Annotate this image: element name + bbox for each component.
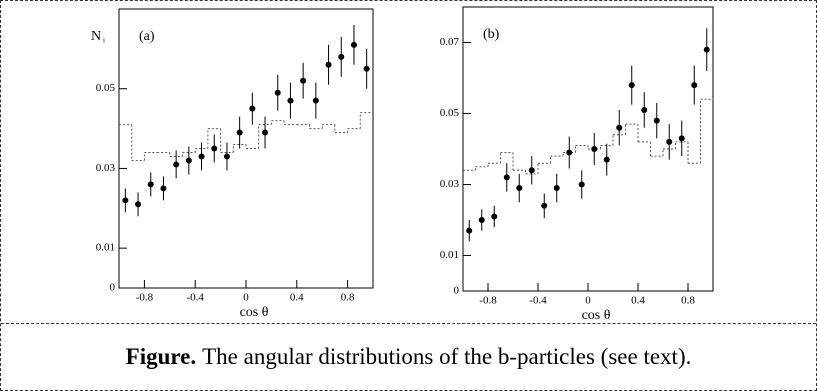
x-tick-label: 0.4 — [290, 292, 304, 304]
data-point — [528, 167, 535, 174]
x-tick-label: -0.8 — [479, 295, 497, 307]
data-point — [653, 117, 660, 124]
data-point — [591, 146, 598, 152]
y-tick-label: 0.01 — [440, 249, 459, 261]
charts: 0 0.01 0.03 0.05 -0.8 -0.4 0 0.4 0.8 cos θ (a) N i 0 0… — [91, 6, 714, 323]
data-point — [703, 46, 710, 53]
data-point — [491, 213, 498, 220]
y-tick-label: 0 — [110, 282, 116, 294]
x-axis-title: cos θ — [582, 308, 611, 323]
data-point — [274, 89, 281, 96]
data-point — [160, 185, 167, 192]
data-point — [466, 227, 473, 234]
data-point — [211, 145, 218, 152]
x-tick-label: 0.4 — [631, 295, 645, 307]
y-tick-label: 0 — [454, 285, 460, 297]
y-tick-label: 0.07 — [440, 36, 460, 48]
x-tick-label: 0.8 — [681, 295, 695, 307]
y-tick-label: 0.03 — [440, 178, 460, 190]
data-point — [325, 61, 332, 68]
x-tick-label: -0.4 — [529, 295, 547, 307]
caption-label: Figure. — [125, 344, 197, 369]
panel-label: (a) — [139, 29, 155, 44]
data-point — [628, 82, 635, 89]
y-tick-label: 0.05 — [96, 82, 116, 94]
data-point — [338, 53, 345, 60]
y-tick-label: 0.05 — [440, 107, 460, 119]
caption-text: The angular distributions of the b-parti… — [202, 344, 692, 369]
data-point — [363, 65, 370, 72]
caption: Figure. The angular distributions of the… — [1, 323, 816, 390]
data-point — [691, 82, 698, 89]
data-point — [312, 97, 319, 104]
y-tick-label: 0.03 — [96, 162, 116, 174]
data-point — [616, 124, 623, 131]
data-point — [122, 197, 129, 204]
data-point — [603, 156, 610, 163]
data-point — [503, 174, 510, 181]
data-point — [223, 153, 230, 160]
data-point — [173, 161, 180, 168]
y-tick-label: 0.01 — [96, 242, 115, 254]
x-tick-label: 0.8 — [341, 292, 355, 304]
data-point — [350, 41, 357, 48]
data-point — [185, 157, 192, 164]
data-point — [541, 202, 548, 209]
data-point — [249, 105, 256, 112]
data-point — [641, 106, 648, 113]
data-point — [198, 153, 205, 160]
data-point — [147, 181, 154, 188]
data-point — [666, 138, 673, 145]
data-point — [300, 77, 307, 84]
data-point — [578, 181, 585, 188]
y-axis-title: N — [91, 29, 101, 44]
data-point — [678, 135, 685, 142]
data-point — [478, 217, 485, 223]
x-tick-label: -0.4 — [186, 292, 204, 304]
x-axis-title: cos θ — [240, 305, 269, 320]
data-point — [553, 185, 560, 192]
x-tick-label: -0.8 — [136, 292, 154, 304]
data-point — [236, 129, 243, 136]
data-point — [516, 185, 523, 192]
y-axis-title-sub: i — [103, 37, 105, 45]
panel-label: (b) — [483, 27, 500, 42]
x-tick-label: 0 — [243, 292, 249, 304]
data-point — [135, 201, 142, 208]
data-point — [566, 149, 573, 156]
x-tick-label: 0 — [585, 295, 591, 307]
data-point — [287, 97, 294, 104]
data-point — [262, 129, 269, 136]
